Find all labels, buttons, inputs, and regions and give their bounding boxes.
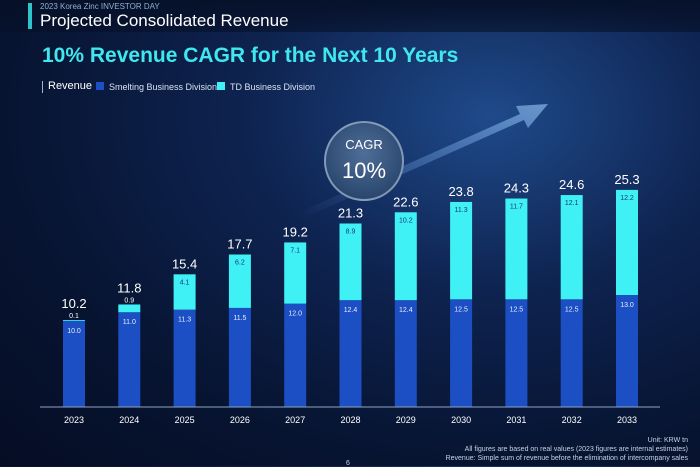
bar-smelting-2024 [118,312,141,407]
label-td-2032: 12.1 [565,200,579,207]
label-td-2023: 0.1 [69,313,79,320]
x-tick-2027: 2027 [285,415,305,425]
header-accent [28,3,32,29]
label-smelting-2025: 11.3 [178,317,191,324]
cagr-value: 10% [341,158,387,183]
page-title: Projected Consolidated Revenue [40,11,289,30]
bar-td-2027 [284,242,307,304]
headline: 10% Revenue CAGR for the Next 10 Years [42,44,459,67]
label-total-2024: 11.8 [117,280,141,295]
legend-label-td: TD Business Division [230,82,316,92]
bar-smelting-2030 [450,299,473,407]
label-smelting-2027: 12.0 [288,311,302,318]
label-total-2032: 24.6 [559,177,584,192]
label-td-2029: 10.2 [399,217,413,224]
bar-smelting-2026 [228,307,251,407]
label-total-2033: 25.3 [614,172,639,187]
legend-title: Revenue [48,80,93,92]
label-smelting-2024: 11.0 [123,319,136,326]
bar-td-2031 [505,198,528,300]
footnote-real-values: All figures are based on real values (20… [464,446,688,453]
x-tick-2033: 2033 [617,415,637,425]
legend-divider [42,81,43,93]
label-smelting-2031: 12.5 [510,306,524,313]
bar-smelting-2028 [339,300,362,407]
label-td-2024: 0.9 [124,297,134,304]
page-number: 6 [346,460,350,467]
label-total-2023: 10.2 [61,296,86,311]
label-total-2025: 15.4 [172,256,197,271]
bar-td-2023 [63,319,85,321]
x-tick-2028: 2028 [340,415,360,425]
label-smelting-2023: 10.0 [67,328,81,335]
bar-smelting-2023 [63,320,85,407]
label-td-2031: 11.7 [510,204,523,211]
x-tick-2023: 2023 [64,415,84,425]
x-tick-2025: 2025 [175,415,195,425]
legend-swatch-td [217,82,225,90]
label-td-2033: 12.2 [620,195,634,202]
label-total-2026: 17.7 [227,237,252,252]
x-tick-2032: 2032 [562,415,582,425]
label-total-2029: 22.6 [393,194,418,209]
label-total-2027: 19.2 [283,224,308,239]
label-smelting-2028: 12.4 [344,307,358,314]
bar-td-2033 [616,189,638,295]
header-bar: 2023 Korea Zinc INVESTOR DAY Projected C… [0,0,700,32]
bar-td-2024 [118,304,141,313]
label-td-2026: 6.2 [235,260,245,267]
label-smelting-2026: 11.5 [233,315,246,322]
bar-smelting-2025 [173,309,196,407]
bar-td-2028 [339,223,362,301]
label-total-2028: 21.3 [338,205,363,220]
legend-swatch-smelting [96,82,104,90]
bar-smelting-2031 [505,299,528,407]
bar-td-2032 [560,195,583,300]
label-smelting-2030: 12.5 [454,306,468,313]
bar-td-2026 [228,254,251,308]
bar-smelting-2033 [616,295,638,407]
label-td-2025: 4.1 [180,279,190,286]
x-tick-2026: 2026 [230,415,250,425]
bar-smelting-2032 [560,299,583,407]
label-total-2031: 24.3 [504,181,529,196]
bar-td-2025 [173,274,196,310]
bar-smelting-2029 [394,300,417,407]
x-tick-2030: 2030 [451,415,471,425]
bar-td-2030 [450,201,473,300]
x-tick-2031: 2031 [506,415,526,425]
label-td-2030: 11.3 [455,207,468,214]
label-smelting-2032: 12.5 [565,306,579,313]
cagr-badge: CAGR 10% [324,121,404,201]
label-td-2028: 8.9 [346,228,356,235]
bar-td-2029 [394,212,417,301]
x-tick-2029: 2029 [396,415,416,425]
label-td-2027: 7.1 [290,247,300,254]
label-smelting-2033: 13.0 [620,302,634,309]
label-smelting-2029: 12.4 [399,307,413,314]
x-tick-2024: 2024 [119,415,139,425]
legend-label-smelting: Smelting Business Division [109,82,218,92]
label-total-2030: 23.8 [448,184,473,199]
bar-smelting-2027 [284,303,307,407]
footnote-revenue-definition: Revenue: Simple sum of revenue before th… [445,455,688,462]
event-name: 2023 Korea Zinc INVESTOR DAY [40,2,160,11]
cagr-label: CAGR [345,137,383,152]
footnote-unit: Unit: KRW tn [647,437,688,444]
